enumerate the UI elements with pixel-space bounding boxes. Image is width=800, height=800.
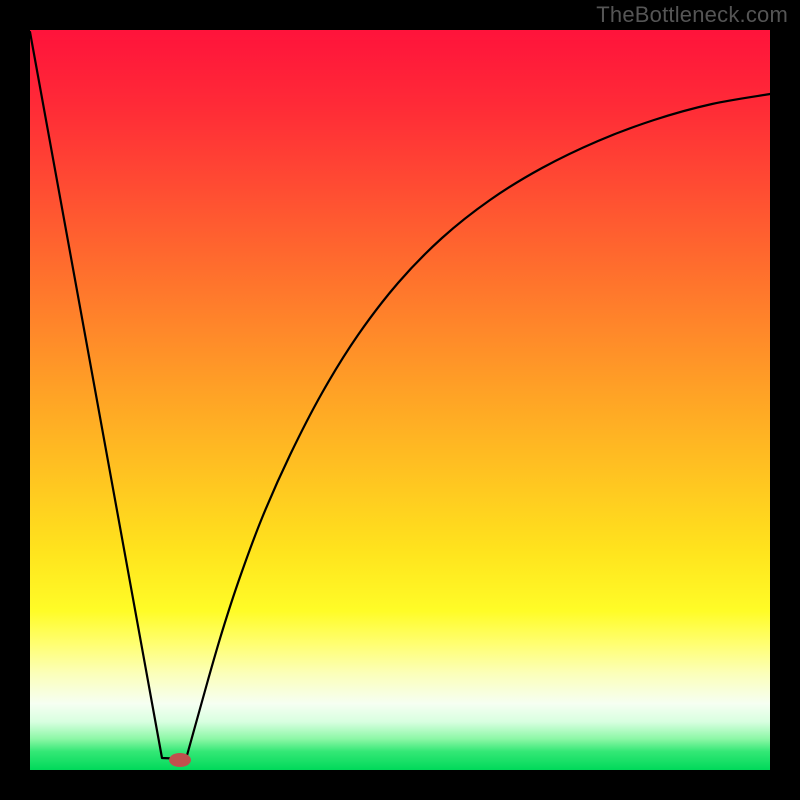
frame-right — [770, 0, 800, 800]
optimal-point-marker — [169, 753, 191, 767]
watermark: TheBottleneck.com — [596, 2, 788, 28]
chart-stage: TheBottleneck.com — [0, 0, 800, 800]
frame-left — [0, 0, 30, 800]
frame-bottom — [0, 770, 800, 800]
bottleneck-chart — [0, 0, 800, 800]
plot-background — [30, 30, 770, 770]
